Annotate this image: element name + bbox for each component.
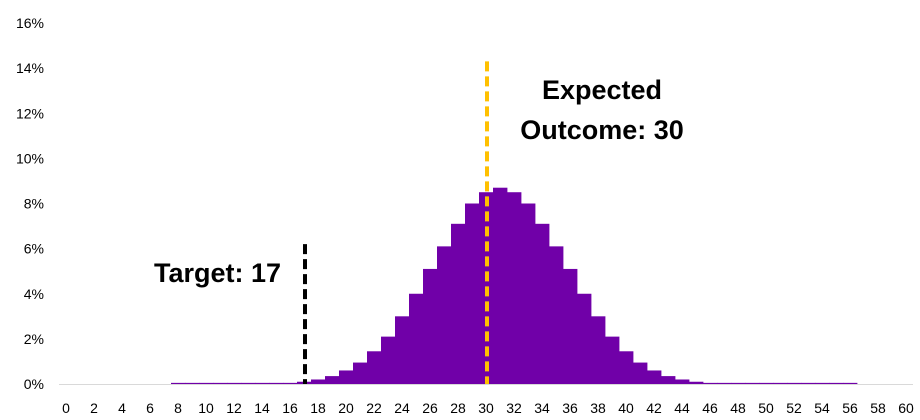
x-tick-label: 50: [758, 400, 774, 416]
histogram-bar: [801, 382, 816, 384]
histogram-bar: [269, 382, 284, 384]
histogram-bar: [409, 293, 424, 384]
histogram-bar: [633, 362, 648, 384]
histogram-bar: [703, 382, 718, 384]
x-tick-label: 4: [118, 400, 126, 416]
histogram-bar: [241, 382, 256, 384]
histogram-bar: [549, 246, 564, 384]
marker-lines: [303, 61, 489, 384]
histogram-bar: [605, 336, 620, 384]
histogram-bar: [731, 382, 746, 384]
y-tick-label: 16%: [16, 15, 44, 31]
x-tick-label: 14: [254, 400, 270, 416]
x-axis: 0 2 4 6 8 10 12 14 16 18 20 22 24 26 28 30 32 34 36 38 40 42 4…: [62, 400, 914, 416]
x-tick-label: 34: [534, 400, 550, 416]
histogram-bar: [507, 192, 522, 384]
y-axis: 0% 2% 4% 6% 8% 10% 12% 14% 16%: [16, 15, 44, 392]
x-tick-label: 38: [590, 400, 606, 416]
x-tick-label: 40: [618, 400, 634, 416]
x-tick-label: 54: [814, 400, 830, 416]
histogram-bar: [171, 382, 186, 384]
histogram-bar: [465, 203, 480, 384]
x-tick-label: 24: [394, 400, 410, 416]
y-tick-label: 0%: [24, 376, 44, 392]
histogram-bar: [451, 223, 466, 384]
x-tick-label: 60: [898, 400, 914, 416]
x-tick-label: 8: [174, 400, 182, 416]
histogram-bar: [661, 376, 676, 384]
x-tick-label: 42: [646, 400, 662, 416]
histogram-bar: [843, 382, 858, 384]
histogram-bar: [353, 362, 368, 384]
y-tick-label: 14%: [16, 60, 44, 76]
histogram-bar: [493, 187, 508, 384]
histogram-bar: [437, 246, 452, 384]
target-label: Target: 17: [154, 258, 281, 288]
histogram-bar: [675, 379, 690, 384]
x-tick-label: 22: [366, 400, 382, 416]
x-tick-label: 16: [282, 400, 298, 416]
histogram-bar: [311, 379, 326, 384]
histogram-bar: [577, 293, 592, 384]
y-tick-label: 2%: [24, 331, 44, 347]
x-tick-label: 48: [730, 400, 746, 416]
histogram-bar: [563, 268, 578, 384]
x-tick-label: 58: [870, 400, 886, 416]
histogram-bar: [213, 382, 228, 384]
histogram-bar: [423, 268, 438, 384]
histogram-bar: [521, 203, 536, 384]
histogram-bar: [647, 370, 662, 384]
histogram-bar: [787, 382, 802, 384]
histogram-bar: [829, 382, 844, 384]
histogram-bar: [381, 336, 396, 384]
histogram-bar: [535, 223, 550, 384]
histogram-bar: [227, 382, 242, 384]
x-tick-label: 12: [226, 400, 242, 416]
x-tick-label: 46: [702, 400, 718, 416]
histogram-bar: [199, 382, 214, 384]
x-tick-label: 18: [310, 400, 326, 416]
histogram-bar: [759, 382, 774, 384]
x-tick-label: 56: [842, 400, 858, 416]
x-tick-label: 20: [338, 400, 354, 416]
x-tick-label: 6: [146, 400, 154, 416]
x-tick-label: 32: [506, 400, 522, 416]
histogram-bar: [619, 351, 634, 384]
x-tick-label: 36: [562, 400, 578, 416]
y-tick-label: 6%: [24, 241, 44, 257]
x-tick-label: 30: [478, 400, 494, 416]
histogram-bar: [717, 382, 732, 384]
histogram-bar: [395, 316, 410, 384]
histogram-bar: [591, 316, 606, 384]
x-tick-label: 44: [674, 400, 690, 416]
x-tick-label: 26: [422, 400, 438, 416]
expected-outcome-label: Expected: [542, 75, 662, 105]
y-tick-label: 10%: [16, 150, 44, 166]
histogram-bar: [745, 382, 760, 384]
histogram-bar: [185, 382, 200, 384]
y-tick-label: 12%: [16, 105, 44, 121]
x-tick-label: 28: [450, 400, 466, 416]
expected-outcome-label: Outcome: 30: [520, 115, 684, 145]
x-tick-label: 52: [786, 400, 802, 416]
histogram-bar: [689, 381, 704, 384]
histogram-bar: [815, 382, 830, 384]
annotations: Target: 17 Expected Outcome: 30: [154, 75, 684, 288]
histogram-bar: [339, 370, 354, 384]
histogram-bar: [283, 382, 298, 384]
x-tick-label: 2: [90, 400, 98, 416]
histogram-bar: [255, 382, 270, 384]
y-tick-label: 8%: [24, 196, 44, 212]
histogram-bar: [325, 376, 340, 384]
x-tick-label: 10: [198, 400, 214, 416]
histogram-bar: [367, 351, 382, 384]
histogram-bar: [773, 382, 788, 384]
x-tick-label: 0: [62, 400, 70, 416]
y-tick-label: 4%: [24, 286, 44, 302]
